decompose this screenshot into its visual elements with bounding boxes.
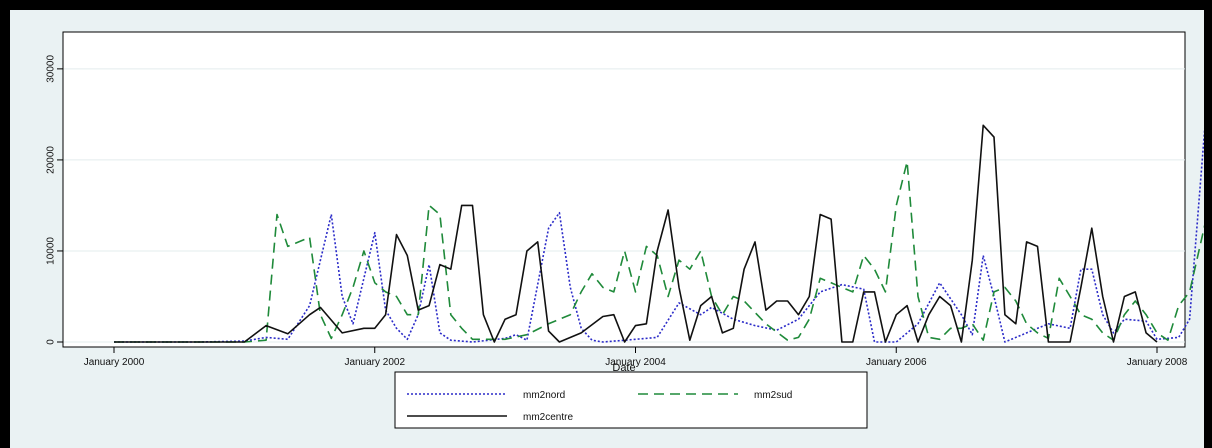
y-tick-label: 10000 bbox=[46, 237, 57, 265]
y-tick-label: 20000 bbox=[46, 146, 57, 174]
series-lines bbox=[114, 124, 1204, 343]
legend: mm2nord mm2sud mm2centre bbox=[394, 371, 868, 429]
legend-label-mm2sud: mm2sud bbox=[754, 390, 792, 401]
legend-items: mm2nord mm2sud mm2centre bbox=[407, 390, 792, 423]
x-axis-label: Date bbox=[612, 362, 635, 374]
x-axis-ticks: January 2000 January 2002 January 2004 Janu… bbox=[84, 347, 1188, 368]
x-tick-label: January 2004 bbox=[605, 357, 666, 368]
y-tick-label: 30000 bbox=[46, 55, 57, 83]
series-line-mm2centre bbox=[114, 124, 1158, 343]
legend-label-mm2centre: mm2centre bbox=[523, 412, 573, 423]
x-tick-label: January 2002 bbox=[344, 357, 405, 368]
legend-box bbox=[394, 371, 868, 429]
legend-label-mm2nord: mm2nord bbox=[523, 390, 565, 401]
chart-frame: 0 10000 20000 30000 January 2000 January 200… bbox=[10, 10, 1204, 448]
x-tick-label: January 2008 bbox=[1127, 357, 1188, 368]
plot-area bbox=[62, 31, 1186, 348]
y-tick-label: 0 bbox=[46, 339, 57, 345]
x-tick-label: January 2006 bbox=[866, 357, 927, 368]
y-axis-ticks: 0 10000 20000 30000 bbox=[46, 55, 63, 345]
x-tick-label: January 2000 bbox=[84, 357, 145, 368]
